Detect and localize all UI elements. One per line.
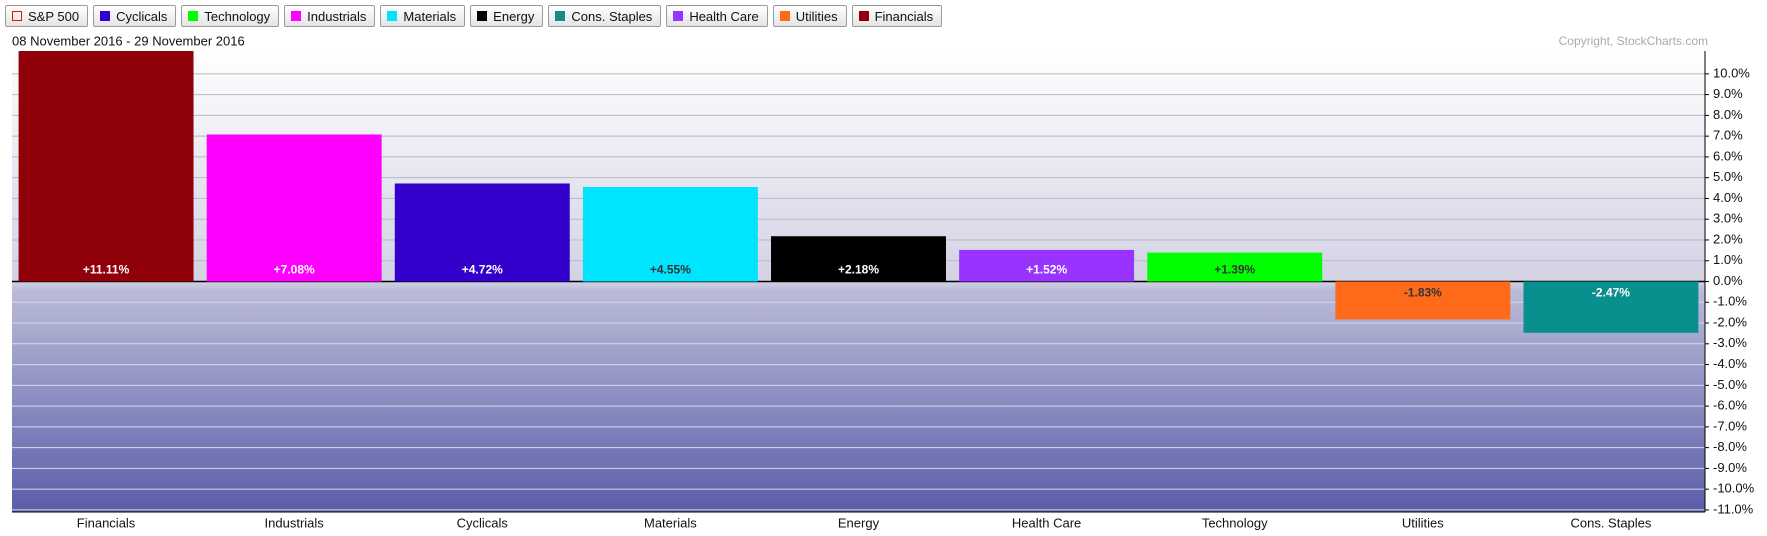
y-tick-label: 10.0% [1713, 65, 1750, 80]
x-tick-label: Technology [1202, 515, 1268, 530]
value-label: -2.47% [1592, 286, 1630, 300]
y-tick-label: 2.0% [1713, 231, 1743, 246]
value-label: -1.83% [1404, 286, 1442, 300]
legend-button[interactable]: Energy [470, 5, 544, 27]
y-tick-label: 3.0% [1713, 211, 1743, 226]
legend-swatch [673, 11, 684, 21]
y-tick-label: 8.0% [1713, 107, 1743, 122]
legend-button[interactable]: Cyclicals [93, 5, 177, 27]
bar [582, 187, 758, 282]
y-tick-label: -9.0% [1713, 460, 1747, 475]
y-tick-label: 0.0% [1713, 273, 1743, 288]
legend-swatch [387, 11, 398, 21]
bar [394, 183, 570, 282]
x-tick-label: Cyclicals [457, 515, 509, 530]
legend-label: Utilities [795, 8, 838, 24]
legend-button[interactable]: Materials [380, 5, 466, 27]
value-label: +2.18% [838, 263, 879, 277]
y-tick-label: 5.0% [1713, 169, 1743, 184]
legend-button[interactable]: Cons. Staples [548, 5, 662, 27]
legend-button[interactable]: S&P 500 [5, 5, 89, 27]
y-tick-label: -3.0% [1713, 335, 1747, 350]
legend-label: Materials [403, 8, 457, 24]
value-label: +4.72% [462, 263, 503, 277]
y-tick-label: 7.0% [1713, 128, 1743, 143]
legend-swatch [477, 11, 488, 21]
y-tick-label: -8.0% [1713, 439, 1747, 454]
bars [18, 51, 1699, 333]
bar [771, 236, 946, 282]
subtitle: 08 November 2016 - 29 November 2016 [12, 33, 245, 48]
bar [1335, 281, 1511, 320]
legend: S&P 500 Cyclicals Technology Industrials Mat… [5, 5, 943, 27]
x-tick-label: Utilities [1402, 515, 1444, 530]
y-tick-label: -1.0% [1713, 294, 1747, 309]
legend-button[interactable]: Utilities [772, 5, 847, 27]
copyright: Copyright, StockCharts.com [1559, 34, 1708, 48]
y-tick-label: 4.0% [1713, 190, 1743, 205]
legend-label: Technology [204, 8, 271, 24]
value-label: +1.52% [1026, 263, 1067, 277]
legend-label: S&P 500 [28, 8, 80, 24]
labels: 10.0% 9.0% 8.0% 7.0% 6.0% 5.0% 4.0% 3.0% 2.0% 1.0… [77, 65, 1755, 530]
legend-swatch [188, 11, 199, 21]
y-tick-label: 1.0% [1713, 252, 1743, 267]
y-tick-label: -11.0% [1713, 501, 1754, 516]
value-label: +11.11% [83, 263, 130, 277]
x-tick-label: Energy [838, 515, 880, 530]
legend-button[interactable]: Industrials [284, 5, 376, 27]
y-tick-label: -5.0% [1713, 377, 1747, 392]
y-tick-label: -10.0% [1713, 481, 1755, 496]
legend-label: Financials [874, 8, 934, 24]
legend-swatch [555, 11, 566, 21]
legend-label: Cons. Staples [571, 8, 653, 24]
x-tick-label: Industrials [265, 515, 325, 530]
legend-label: Industrials [307, 8, 367, 24]
value-label: +1.39% [1214, 263, 1255, 277]
legend-button[interactable]: Health Care [666, 5, 768, 27]
y-tick-label: -6.0% [1713, 398, 1747, 413]
legend-swatch [858, 11, 869, 21]
bar [18, 51, 194, 282]
bar [206, 134, 382, 282]
legend-button[interactable]: Financials [851, 5, 943, 27]
y-tick-label: -2.0% [1713, 314, 1747, 329]
y-tick-label: -4.0% [1713, 356, 1747, 371]
legend-swatch [100, 11, 111, 21]
bar [1523, 281, 1699, 333]
value-label: +4.55% [650, 263, 691, 277]
legend-label: Energy [493, 8, 535, 24]
x-tick-label: Materials [644, 515, 697, 530]
legend-label: Cyclicals [116, 8, 168, 24]
x-tick-label: Health Care [1012, 515, 1081, 530]
legend-swatch [12, 11, 22, 21]
y-tick-label: -7.0% [1713, 418, 1747, 433]
bar [1147, 252, 1323, 282]
x-tick-label: Financials [77, 515, 136, 530]
legend-label: Health Care [689, 8, 759, 24]
legend-swatch [779, 11, 790, 21]
y-tick-label: 6.0% [1713, 148, 1743, 163]
legend-swatch [291, 11, 302, 21]
value-label: +7.08% [274, 263, 315, 277]
bar [959, 249, 1135, 282]
x-tick-label: Cons. Staples [1570, 515, 1651, 530]
y-tick-label: 9.0% [1713, 86, 1743, 101]
legend-button[interactable]: Technology [181, 5, 280, 27]
